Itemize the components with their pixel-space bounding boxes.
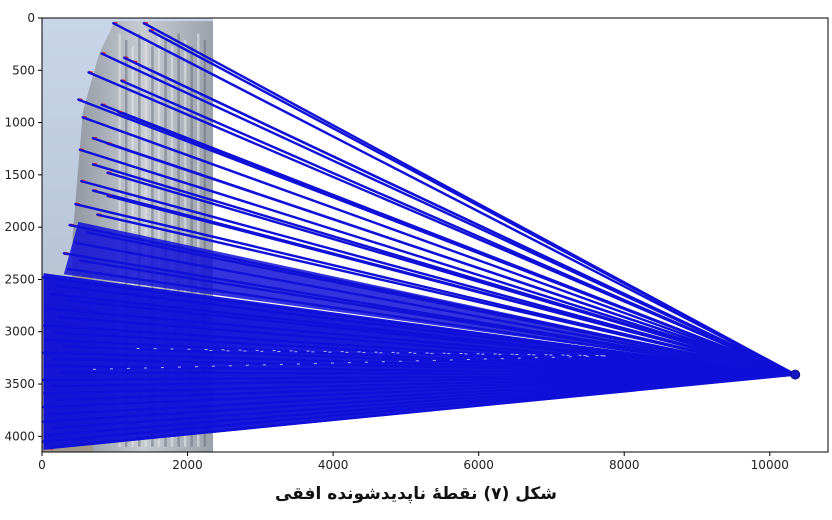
vanishing-line: [106, 142, 797, 376]
x-tick-label: 8000: [609, 458, 640, 472]
vanishing-line: [78, 148, 797, 376]
photo-window-column: [203, 39, 207, 447]
vanishing-lines: [42, 21, 797, 450]
vanishing-point: [790, 369, 801, 380]
x-tick-label: 10000: [751, 458, 789, 472]
photo-window-column: [197, 33, 200, 447]
x-tick-label: 0: [38, 458, 46, 472]
photo-window-column: [177, 33, 180, 447]
vanishing-line: [131, 60, 797, 376]
x-tick-label: 4000: [318, 458, 349, 472]
vanishing-line: [117, 110, 797, 376]
vanishing-line: [120, 79, 797, 376]
vanishing-line: [106, 194, 797, 376]
y-tick-label: 3000: [4, 325, 35, 339]
photo-window-column: [183, 39, 187, 447]
y-tick-label: 1000: [4, 116, 35, 130]
x-axis: 0 2000 4000 6000 8000 10000: [38, 452, 789, 472]
y-tick-label: 2500: [4, 272, 35, 286]
chart: 0 2000 4000 6000 8000 10000 0 500 1000 1500 2000 2…: [4, 11, 829, 472]
line-highlight: [92, 355, 610, 370]
vanishing-point-marker: [790, 369, 801, 380]
vanishing-line: [112, 22, 797, 376]
y-tick-label: 4000: [4, 429, 35, 443]
x-tick-label: 6000: [463, 458, 494, 472]
y-tick-label: 3500: [4, 377, 35, 391]
y-tick-label: 2000: [4, 220, 35, 234]
y-tick-label: 500: [12, 63, 35, 77]
vanishing-line: [96, 213, 797, 376]
y-tick-label: 0: [27, 11, 35, 25]
vanishing-line-bundle: [43, 273, 796, 450]
vanishing-line: [106, 171, 797, 376]
figure-caption: شکل (۷) نقطهٔ ناپدیدشونده افقی: [274, 484, 558, 504]
vanishing-line-bundle: [63, 221, 796, 375]
y-tick-label: 1500: [4, 168, 35, 182]
plot-frame: [41, 17, 829, 453]
vanishing-line: [148, 29, 797, 376]
y-axis: 0 500 1000 1500 2000 2500 3000 3500 4000: [4, 11, 42, 443]
vanishing-line: [81, 116, 797, 376]
x-tick-label: 2000: [172, 458, 203, 472]
